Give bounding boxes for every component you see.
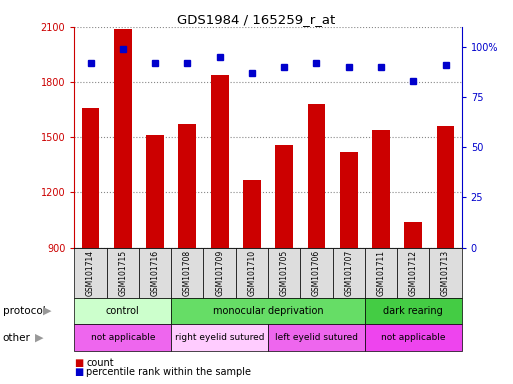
Text: GSM101707: GSM101707 (344, 250, 353, 296)
Bar (82, 108, 100, 248)
Text: count: count (86, 358, 114, 368)
Bar (211, 75, 228, 248)
Text: GDS1984 / 165259_r_at: GDS1984 / 165259_r_at (177, 13, 336, 26)
Text: monocular deprivation: monocular deprivation (213, 306, 323, 316)
Bar (437, 126, 455, 248)
Text: ▶: ▶ (35, 333, 43, 343)
Bar (114, 29, 132, 248)
Text: ■: ■ (74, 358, 84, 368)
Bar (146, 136, 164, 248)
Text: GSM101712: GSM101712 (409, 250, 418, 296)
Text: percentile rank within the sample: percentile rank within the sample (86, 367, 251, 377)
Text: GSM101713: GSM101713 (441, 250, 450, 296)
Text: GSM101711: GSM101711 (377, 250, 385, 296)
Bar (340, 152, 358, 248)
Text: not applicable: not applicable (91, 333, 155, 343)
Bar (372, 130, 390, 248)
Text: GSM101716: GSM101716 (151, 250, 160, 296)
Bar (243, 180, 261, 248)
Text: control: control (106, 306, 140, 316)
Text: ▶: ▶ (44, 306, 52, 316)
Text: other: other (3, 333, 30, 343)
Bar (275, 145, 293, 248)
Text: right eyelid sutured: right eyelid sutured (175, 333, 264, 343)
Text: ■: ■ (74, 367, 84, 377)
Text: GSM101708: GSM101708 (183, 250, 192, 296)
Text: left eyelid sutured: left eyelid sutured (275, 333, 358, 343)
Text: not applicable: not applicable (381, 333, 445, 343)
Text: GSM101706: GSM101706 (312, 250, 321, 296)
Text: protocol: protocol (3, 306, 45, 316)
Bar (179, 124, 196, 248)
Text: GSM101710: GSM101710 (247, 250, 256, 296)
Bar (308, 104, 325, 248)
Text: dark rearing: dark rearing (383, 306, 443, 316)
Text: GSM101714: GSM101714 (86, 250, 95, 296)
Text: GSM101709: GSM101709 (215, 250, 224, 296)
Text: GSM101715: GSM101715 (119, 250, 127, 296)
Text: GSM101705: GSM101705 (280, 250, 289, 296)
Bar (404, 222, 422, 248)
